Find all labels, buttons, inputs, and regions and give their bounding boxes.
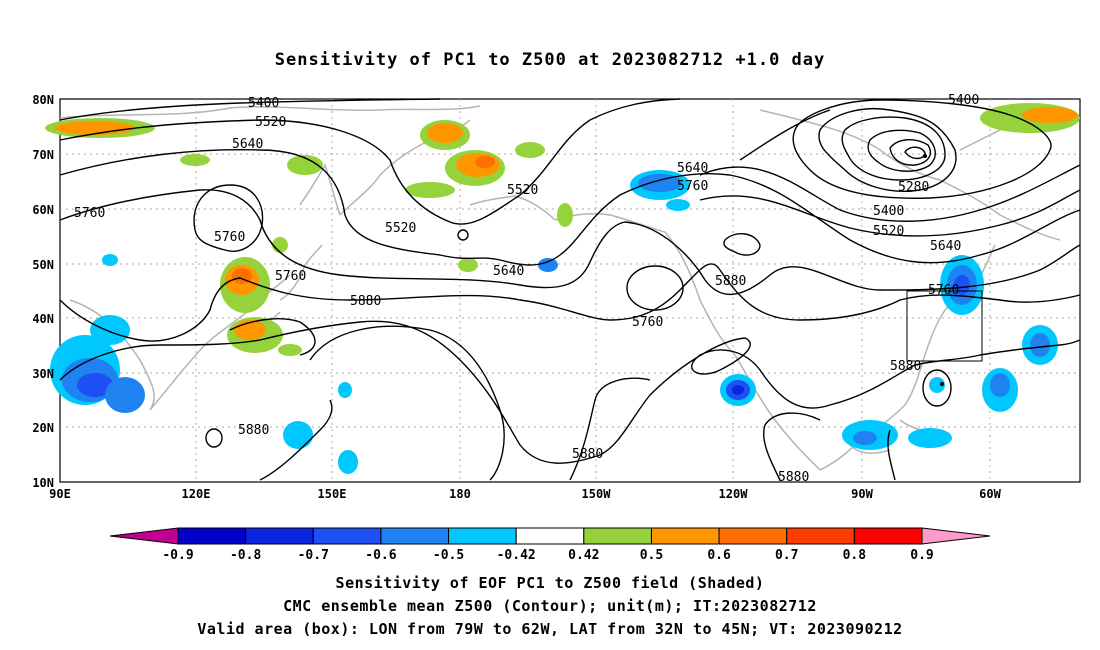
colorbar-segment — [854, 528, 922, 544]
lon-label: 120W — [719, 487, 749, 501]
lon-labels: 90E 120E 150E 180 150W 120W 90W 60W — [49, 487, 1001, 501]
colorbar-tick-label: 0.7 — [775, 548, 798, 563]
lat-label: 50N — [32, 258, 54, 272]
contour-label: 5520 — [255, 115, 286, 130]
caption-shading: Sensitivity of EOF PC1 to Z500 field (Sh… — [0, 574, 1100, 592]
contour-label: 5880 — [778, 470, 809, 485]
caption-valid-area: Valid area (box): LON from 79W to 62W, L… — [0, 620, 1100, 638]
lon-label: 60W — [979, 487, 1001, 501]
colorbar-segment — [584, 528, 652, 544]
lat-label: 70N — [32, 148, 54, 162]
caption-contour: CMC ensemble mean Z500 (Contour); unit(m… — [0, 597, 1100, 615]
colorbar-segment — [178, 528, 246, 544]
contour-label: 5880 — [572, 447, 603, 462]
contour-label: 5640 — [493, 264, 524, 279]
lat-label: 80N — [32, 93, 54, 107]
contour-label: 5760 — [677, 179, 708, 194]
lat-label: 60N — [32, 203, 54, 217]
lon-label: 150E — [318, 487, 347, 501]
contour-label: 5280 — [898, 180, 929, 195]
colorbar-left-arrow — [110, 528, 178, 544]
colorbar-segment — [719, 528, 787, 544]
contour-label: 5760 — [275, 269, 306, 284]
lon-label: 90E — [49, 487, 71, 501]
lat-label: 20N — [32, 421, 54, 435]
contour-label: 5760 — [632, 315, 663, 330]
colorbar-segment — [787, 528, 855, 544]
contour-label: 5880 — [350, 294, 381, 309]
contour-label: 5640 — [930, 239, 961, 254]
lon-label: 120E — [182, 487, 211, 501]
sensitivity-map: 5400 5520 5640 5760 5880 5280 5400 5520 … — [0, 0, 1100, 650]
colorbar-tick-label: -0.6 — [365, 548, 396, 563]
contour-label: 5880 — [715, 274, 746, 289]
colorbar-tick-label: -0.9 — [162, 548, 193, 563]
colorbar-right-arrow — [922, 528, 990, 544]
contour-label: 5640 — [232, 137, 263, 152]
contour-label: 5400 — [948, 93, 979, 108]
contour-label: 5520 — [873, 224, 904, 239]
colorbar-tick-label: 0.42 — [568, 548, 599, 563]
colorbar-tick-label: 0.8 — [843, 548, 867, 563]
contour-label: 5400 — [873, 204, 904, 219]
colorbar-tick-label: -0.7 — [298, 548, 329, 563]
colorbar-segment — [651, 528, 719, 544]
colorbar-segment — [246, 528, 314, 544]
contour-label: 5880 — [238, 423, 269, 438]
colorbar-tick-label: 0.9 — [910, 548, 933, 563]
lat-label: 30N — [32, 367, 54, 381]
lon-label: 150W — [582, 487, 612, 501]
contour-label: 5520 — [507, 183, 538, 198]
contour-label: 5400 — [248, 96, 279, 111]
colorbar-tick-label: -0.42 — [497, 548, 536, 563]
lat-label: 40N — [32, 312, 54, 326]
contour-label: 5520 — [385, 221, 416, 236]
colorbar-tick-label: 0.6 — [707, 548, 731, 563]
colorbar-tick-label: -0.5 — [433, 548, 464, 563]
colorbar-segment — [381, 528, 449, 544]
colorbar-segment — [516, 528, 584, 544]
lat-labels: 80N 70N 60N 50N 40N 30N 20N 10N — [32, 93, 54, 490]
colorbar-tick-label: -0.8 — [230, 548, 261, 563]
colorbar-labels: -0.9 -0.8 -0.7 -0.6 -0.5 -0.42 0.42 0.5 0.6 0.7 0.… — [162, 548, 933, 563]
colorbar-segment — [449, 528, 517, 544]
lon-label: 180 — [449, 487, 471, 501]
contour-label: 5760 — [214, 230, 245, 245]
contour-label: 5640 — [677, 161, 708, 176]
lon-label: 90W — [851, 487, 873, 501]
contour-label: 5760 — [74, 206, 105, 221]
colorbar-segment — [313, 528, 381, 544]
colorbar-tick-label: 0.5 — [640, 548, 663, 563]
colorbar — [110, 528, 990, 544]
